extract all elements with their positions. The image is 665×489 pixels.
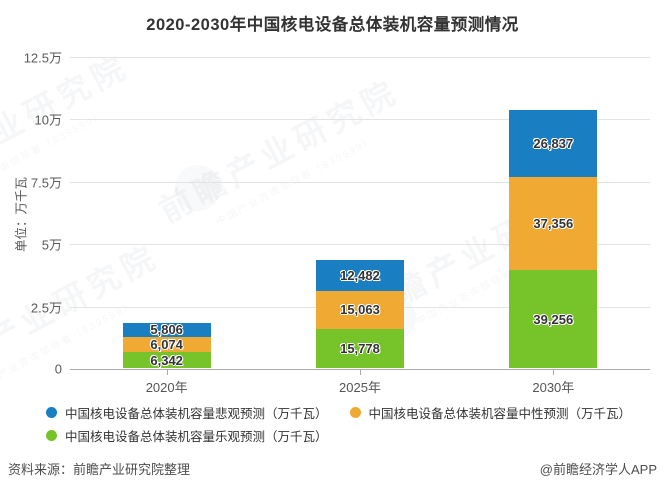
bar-segment: 12,482 xyxy=(315,259,404,292)
x-axis-tick-mark xyxy=(553,370,555,375)
x-axis-tick-label: 2025年 xyxy=(339,380,381,395)
bar-segment: 37,356 xyxy=(509,176,598,271)
legend-swatch-icon xyxy=(349,407,361,418)
chart-title: 2020-2030年中国核电设备总体装机容量预测情况 xyxy=(146,16,519,34)
stacked-bar-2025年: 12,482 15,063 15,778 xyxy=(315,259,404,368)
x-axis-line xyxy=(70,369,650,370)
y-axis-tick-labels: 12.5万 10万 7.5万 5万 2.5万 0 xyxy=(0,51,62,377)
credit-note: @前瞻经济学人APP xyxy=(539,462,657,477)
legend-item[interactable]: 中国核电设备总体装机容量悲观预测（万千瓦） xyxy=(46,403,328,422)
legend: 中国核电设备总体装机容量悲观预测（万千瓦） 中国核电设备总体装机容量中性预测（万千… xyxy=(46,403,646,445)
category-slot-2030年: 26,837 37,356 39,256 xyxy=(457,57,650,369)
y-axis-tick-label: 2.5万 xyxy=(30,300,62,316)
bar-value-label: 6,074 xyxy=(150,337,183,353)
y-axis-tick-label: 10万 xyxy=(34,112,62,128)
bar-segment: 6,342 xyxy=(122,352,211,368)
bar-value-label: 39,256 xyxy=(533,311,574,327)
stacked-bar-2020年: 5,806 6,074 6,342 xyxy=(122,322,211,368)
x-axis-tick-mark xyxy=(360,370,361,375)
footer: 资料来源：前瞻产业研究院整理 @前瞻经济学人APP xyxy=(8,459,657,478)
x-axis-ticks xyxy=(70,370,650,375)
gridline xyxy=(70,181,650,183)
bar-value-label: 37,356 xyxy=(533,215,574,231)
bar-segment: 39,256 xyxy=(509,270,598,368)
gridline xyxy=(70,119,650,121)
y-axis-tick-label: 0 xyxy=(54,361,62,377)
y-axis-tick-label: 7.5万 xyxy=(30,175,62,191)
bar-value-label: 5,806 xyxy=(150,322,183,338)
source-note: 资料来源：前瞻产业研究院整理 xyxy=(8,462,191,477)
legend-label: 中国核电设备总体装机容量中性预测（万千瓦） xyxy=(368,407,632,421)
x-axis-tick-labels: 2020年 2025年 2030年 xyxy=(70,377,650,395)
bar-value-label: 12,482 xyxy=(340,267,380,283)
category-slot-2020年: 5,806 6,074 6,342 xyxy=(70,57,263,369)
plot-area: 5,806 6,074 6,342 12,482 15,063 15,778 26,837 3… xyxy=(70,57,650,370)
bar-value-label: 6,342 xyxy=(150,352,183,368)
bar-segment: 15,063 xyxy=(315,291,404,329)
legend-label: 中国核电设备总体装机容量乐观预测（万千瓦） xyxy=(65,430,328,444)
legend-item[interactable]: 中国核电设备总体装机容量乐观预测（万千瓦） xyxy=(46,426,328,445)
stacked-bar-2030年: 26,837 37,356 39,256 xyxy=(509,109,598,368)
x-axis-tick-label: 2030年 xyxy=(532,380,575,395)
bar-value-label: 26,837 xyxy=(533,135,574,151)
bar-segment: 5,806 xyxy=(122,322,211,338)
bar-segment: 26,837 xyxy=(509,109,598,177)
legend-swatch-icon xyxy=(46,407,57,418)
x-axis-tick-mark xyxy=(166,370,168,375)
legend-item[interactable]: 中国核电设备总体装机容量中性预测（万千瓦） xyxy=(349,403,632,422)
bar-value-label: 15,063 xyxy=(340,302,380,318)
gridline xyxy=(70,244,650,246)
bar-value-label: 15,778 xyxy=(340,340,380,356)
category-slot-2025年: 12,482 15,063 15,778 xyxy=(263,57,456,369)
bar-segment: 15,778 xyxy=(315,328,404,368)
y-axis-tick-label: 5万 xyxy=(41,237,62,253)
legend-swatch-icon xyxy=(46,430,57,441)
bar-segment: 6,074 xyxy=(122,337,211,353)
gridline xyxy=(70,57,650,58)
y-axis-tick-label: 12.5万 xyxy=(23,50,62,66)
x-axis-tick-label: 2020年 xyxy=(145,380,188,395)
legend-label: 中国核电设备总体装机容量悲观预测（万千瓦） xyxy=(65,407,328,421)
